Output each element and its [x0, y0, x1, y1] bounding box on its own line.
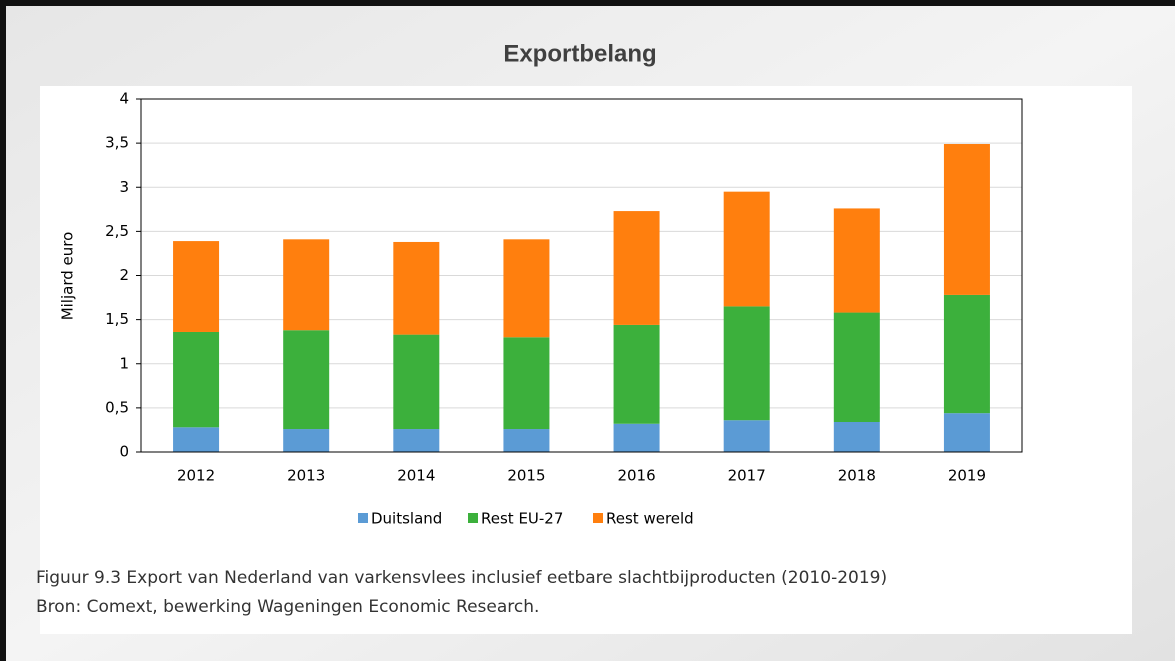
y-tick-label: 1,5: [105, 310, 129, 328]
legend-swatch: [468, 513, 478, 523]
bar-segment: [613, 211, 660, 325]
legend-label: Duitsland: [371, 510, 442, 528]
y-tick-label: 2,5: [105, 222, 129, 240]
x-tick-label: 2013: [287, 467, 325, 485]
x-tick-label: 2017: [728, 467, 766, 485]
y-tick-label: 0,5: [105, 398, 129, 416]
x-tick-label: 2016: [617, 467, 655, 485]
y-tick-label: 2: [119, 266, 129, 284]
bar-segment: [393, 334, 440, 430]
bar-segment: [943, 294, 990, 414]
y-tick-label: 0: [119, 443, 129, 461]
legend-swatch: [593, 513, 603, 523]
bar-segment: [943, 413, 990, 452]
bar-segment: [723, 191, 770, 307]
bar-segment: [283, 239, 330, 331]
bar-segment: [173, 331, 220, 428]
bar-segment: [833, 208, 880, 313]
bar-segment: [943, 144, 990, 295]
y-tick-label: 3: [119, 178, 129, 196]
legend-label: Rest EU-27: [481, 510, 563, 528]
bar-segment: [393, 241, 440, 335]
bar-segment: [503, 429, 550, 452]
legend-swatch: [358, 513, 368, 523]
x-tick-label: 2014: [397, 467, 435, 485]
y-tick-label: 3,5: [105, 134, 129, 152]
bar-segment: [283, 429, 330, 452]
page-title: Exportbelang: [503, 40, 656, 67]
legend-label: Rest wereld: [606, 510, 694, 528]
x-tick-label: 2015: [507, 467, 545, 485]
caption: Bron: Comext, bewerking Wageningen Econo…: [36, 597, 539, 617]
plot: 0 0,5 1 1,5 2 2,5 3 3,5 4 2012 2013 2014 2015 2016 201…: [105, 90, 1023, 528]
bar-segment: [283, 330, 330, 430]
caption: Figuur 9.3 Export van Nederland van vark…: [36, 568, 887, 588]
bar-segment: [503, 337, 550, 430]
bar-segment: [393, 429, 440, 452]
y-tick-label: 1: [119, 354, 129, 372]
bar-segment: [503, 239, 550, 338]
y-tick-label: 4: [119, 90, 129, 108]
x-tick-label: 2012: [177, 467, 215, 485]
bar-segment: [173, 427, 220, 452]
x-tick-label: 2018: [838, 467, 876, 485]
bar-segment: [723, 420, 770, 452]
bar-segment: [613, 324, 660, 424]
plot-border: [140, 98, 1023, 453]
bar-segment: [613, 423, 660, 452]
bar-segment: [723, 306, 770, 421]
bar-segment: [833, 312, 880, 422]
bar-segment: [833, 421, 880, 452]
bar-segment: [173, 241, 220, 332]
y-axis-label: Miljard euro: [59, 232, 77, 321]
x-tick-label: 2019: [948, 467, 986, 485]
